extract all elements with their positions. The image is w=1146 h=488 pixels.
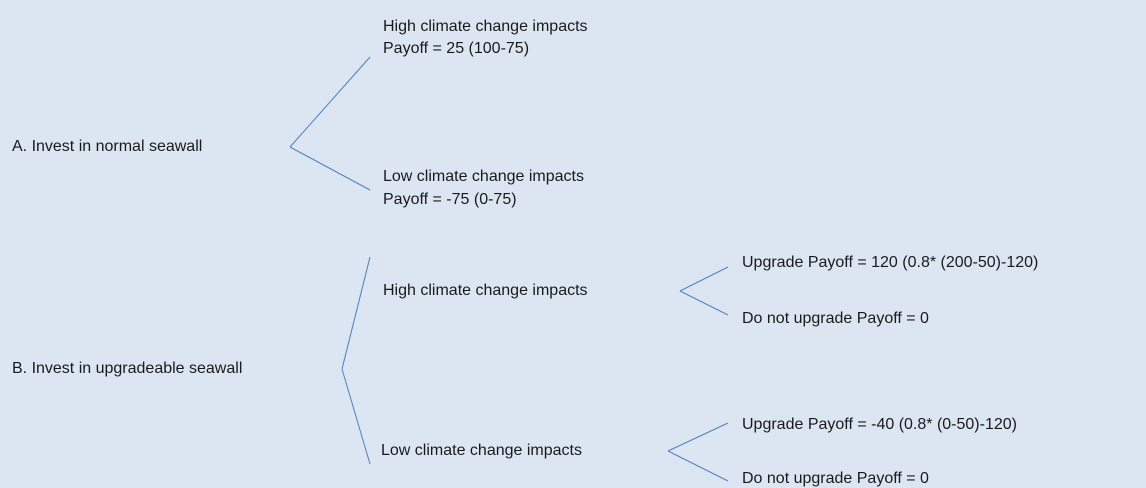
outcome-label: Low climate change impacts	[381, 442, 582, 459]
branch	[679, 290, 729, 316]
choice: Upgrade Payoff = -40 (0.8* (0-50)-120)	[742, 416, 1017, 433]
option-label: B. Invest in upgradeable seawall	[12, 360, 242, 377]
choice: Upgrade Payoff = 120 (0.8* (200-50)-120)	[742, 254, 1038, 271]
choice: Do not upgrade Payoff = 0	[742, 470, 929, 487]
branch	[289, 146, 371, 191]
branch	[341, 368, 371, 465]
branch	[341, 256, 371, 370]
outcome-label: High climate change impacts	[383, 18, 588, 35]
payoff: Payoff = -75 (0-75)	[383, 191, 517, 208]
branch	[679, 266, 729, 292]
choice: Do not upgrade Payoff = 0	[742, 310, 929, 327]
outcome-label: Low climate change impacts	[383, 168, 584, 185]
payoff: Payoff = 25 (100-75)	[383, 40, 529, 57]
branch	[667, 450, 729, 482]
branch	[667, 422, 729, 452]
outcome-label: High climate change impacts	[383, 282, 588, 299]
branch	[289, 56, 371, 148]
option-label: A. Invest in normal seawall	[12, 138, 202, 155]
